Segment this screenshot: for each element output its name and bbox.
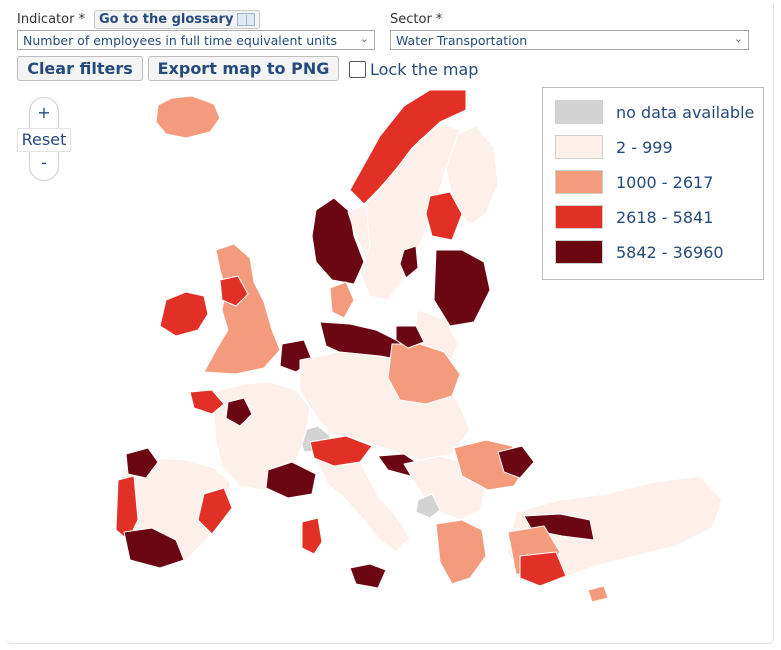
legend-swatch (555, 100, 603, 124)
legend-label: no data available (616, 102, 755, 122)
legend-swatch (555, 170, 603, 194)
indicator-select[interactable]: Number of employees in full time equival… (17, 30, 375, 50)
lock-map-label[interactable]: Lock the map (370, 60, 479, 79)
legend-label: 2618 - 5841 (616, 207, 714, 227)
region-france-south[interactable] (265, 461, 317, 499)
map-legend: no data available 2 - 999 1000 - 2617 26… (542, 87, 764, 280)
indicator-label: Indicator * (17, 12, 86, 27)
region-ireland[interactable] (159, 291, 209, 337)
indicator-value: Number of employees in full time equival… (23, 33, 337, 48)
glossary-label: Go to the glossary (99, 12, 234, 27)
region-romania-constanta[interactable] (497, 445, 535, 479)
region-turkey-south[interactable] (519, 551, 567, 587)
region-spain-south[interactable] (123, 527, 185, 569)
glossary-button[interactable]: Go to the glossary (94, 10, 261, 29)
region-spain-north[interactable] (125, 447, 159, 479)
zoom-in-button[interactable]: + (37, 103, 51, 122)
region-great-britain[interactable] (203, 243, 281, 375)
chevron-down-icon: ⌄ (359, 32, 369, 45)
region-poland[interactable] (387, 343, 461, 405)
europe-map[interactable] (110, 80, 730, 620)
region-cyprus[interactable] (587, 585, 609, 603)
legend-label: 5842 - 36960 (616, 242, 724, 262)
region-sicily[interactable] (349, 563, 387, 589)
legend-swatch (555, 240, 603, 264)
region-finland-south[interactable] (433, 249, 491, 327)
book-icon (237, 13, 256, 26)
legend-item: 5842 - 36960 (555, 240, 724, 264)
legend-item: 2618 - 5841 (555, 205, 713, 229)
chevron-down-icon: ⌄ (733, 32, 743, 45)
region-france-brittany[interactable] (189, 389, 225, 415)
sector-label: Sector * (390, 12, 443, 27)
sector-value: Water Transportation (396, 33, 528, 48)
region-poland-gdansk[interactable] (395, 325, 425, 349)
region-spain-east[interactable] (197, 487, 233, 535)
legend-label: 2 - 999 (616, 137, 673, 157)
legend-swatch (555, 135, 603, 159)
region-sweden[interactable] (359, 123, 461, 301)
region-greece[interactable] (435, 519, 487, 585)
region-france-paris[interactable] (225, 397, 253, 427)
region-sweden-stockholm[interactable] (399, 245, 419, 279)
lock-map-checkbox[interactable] (349, 61, 366, 78)
region-portugal[interactable] (115, 475, 139, 541)
zoom-out-button[interactable]: - (41, 153, 47, 172)
export-map-button[interactable]: Export map to PNG (148, 56, 339, 81)
reset-button[interactable]: Reset (17, 128, 71, 152)
region-iceland[interactable] (155, 95, 221, 139)
legend-swatch (555, 205, 603, 229)
region-scotland-north[interactable] (219, 275, 249, 307)
map-panel (6, 4, 774, 644)
regions-layer (115, 89, 723, 603)
region-italy-north[interactable] (309, 435, 373, 467)
zoom-control: + Reset - (17, 97, 71, 181)
region-finland-east[interactable] (425, 191, 463, 241)
legend-item: no data available (555, 100, 754, 124)
region-sardinia[interactable] (301, 517, 323, 555)
legend-item: 1000 - 2617 (555, 170, 713, 194)
legend-label: 1000 - 2617 (616, 172, 714, 192)
clear-filters-button[interactable]: Clear filters (17, 56, 143, 81)
region-denmark[interactable] (329, 281, 355, 319)
sector-select[interactable]: Water Transportation ⌄ (390, 30, 749, 50)
region-albania[interactable] (415, 493, 441, 519)
legend-item: 2 - 999 (555, 135, 673, 159)
